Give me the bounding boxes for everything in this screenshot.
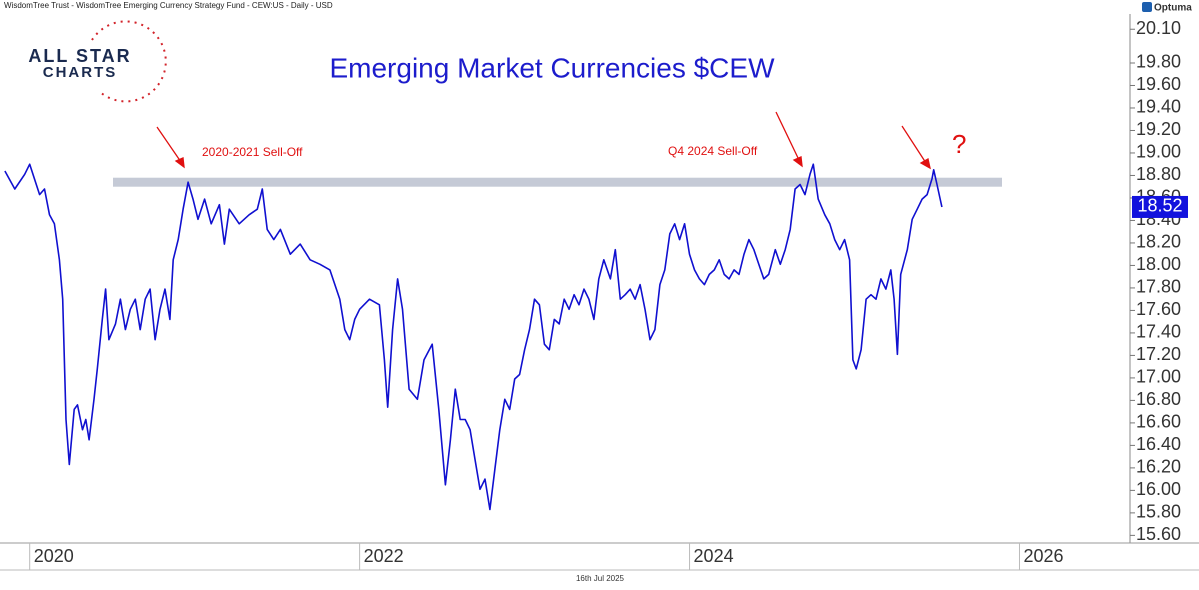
x-tick-label: 2024 — [694, 546, 734, 566]
y-tick-label: 19.60 — [1136, 74, 1181, 94]
y-tick-label: 19.80 — [1136, 52, 1181, 72]
y-tick-label: 16.60 — [1136, 412, 1181, 432]
y-tick-label: 16.80 — [1136, 389, 1181, 409]
brand-icon — [1142, 2, 1152, 12]
x-tick-label: 2022 — [364, 546, 404, 566]
arrows — [156, 111, 931, 170]
logo: ALL STAR CHARTS — [28, 20, 167, 103]
y-tick-label: 17.20 — [1136, 344, 1181, 364]
annotation: 2020-2021 Sell-Off — [202, 145, 303, 159]
y-tick-label: 18.80 — [1136, 164, 1181, 184]
x-tick-label: 2020 — [34, 546, 74, 566]
arrow — [901, 125, 927, 164]
y-tick-label: 17.60 — [1136, 299, 1181, 319]
annotation: ? — [952, 129, 966, 159]
y-tick-label: 20.10 — [1136, 18, 1181, 38]
y-tick-label: 17.00 — [1136, 367, 1181, 387]
arrow — [156, 126, 182, 163]
y-tick-label: 17.40 — [1136, 322, 1181, 342]
y-tick-label: 15.60 — [1136, 524, 1181, 544]
y-tick-label: 19.40 — [1136, 97, 1181, 117]
y-tick-label: 16.40 — [1136, 434, 1181, 454]
price-tag — [1132, 195, 1188, 218]
arrow — [775, 111, 800, 161]
resistance-band — [113, 177, 1002, 187]
y-tick-label: 19.20 — [1136, 119, 1181, 139]
brand: Optuma — [1154, 3, 1192, 14]
y-tick-label: 16.20 — [1136, 457, 1181, 477]
y-tick-label: 19.00 — [1136, 142, 1181, 162]
annotation: Q4 2024 Sell-Off — [668, 144, 758, 158]
arrow-head — [919, 157, 931, 170]
y-tick-label: 17.80 — [1136, 277, 1181, 297]
y-tick-label: 15.80 — [1136, 502, 1181, 522]
logo-line2: CHARTS — [43, 64, 118, 81]
footer-date: 16th Jul 2025 — [576, 574, 625, 583]
chart-title: Emerging Market Currencies $CEW — [329, 52, 775, 83]
header: WisdomTree Trust - WisdomTree Emerging C… — [4, 1, 333, 10]
price-line — [4, 163, 943, 511]
arrow-head — [792, 156, 803, 168]
logo-line1: ALL STAR — [28, 46, 131, 66]
logo-stars — [91, 20, 167, 103]
arrow-head — [174, 157, 185, 169]
y-tick-label: 16.00 — [1136, 479, 1181, 499]
x-tick-label: 2026 — [1023, 546, 1063, 566]
price-tag-label: 18.52 — [1137, 196, 1182, 216]
y-tick-label: 18.00 — [1136, 254, 1181, 274]
y-tick-label: 18.20 — [1136, 232, 1181, 252]
